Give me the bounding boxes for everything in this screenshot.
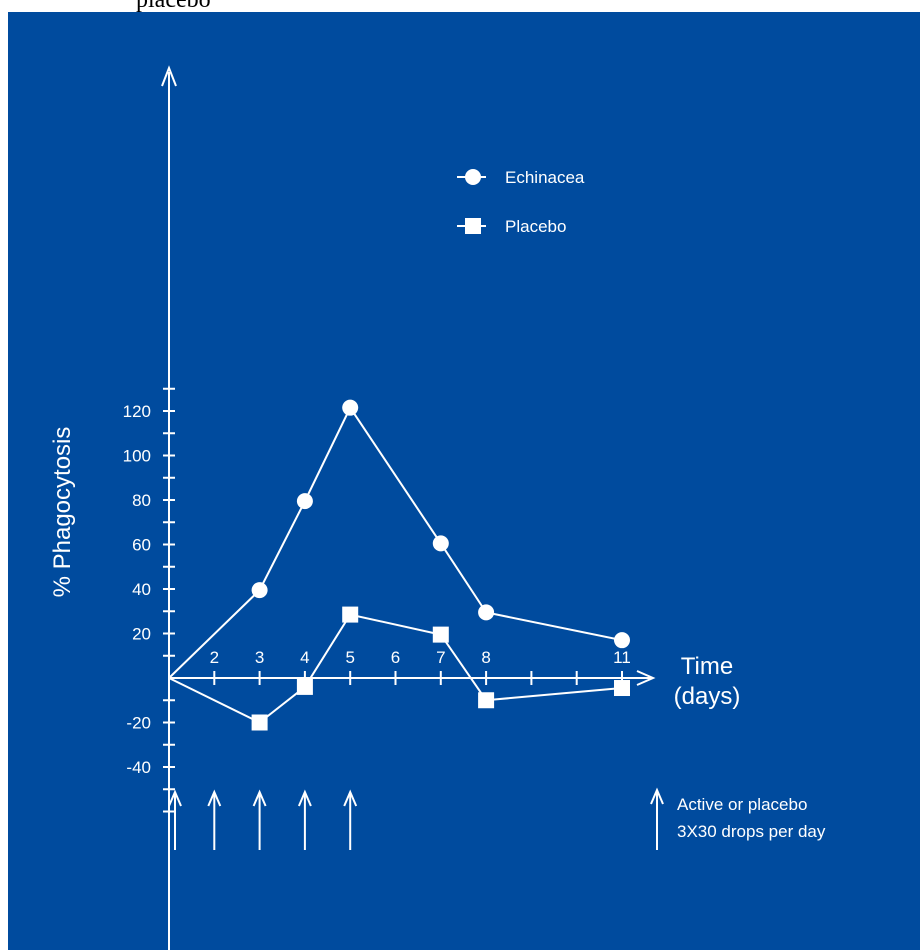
dosing-arrow-icon [168,789,182,850]
dosing-arrow-head [297,789,312,807]
placebo-point [342,606,359,623]
axes: 120 100 80 60 40 20 -20 -40 2 3 4 5 6 7 8 11 [123,65,656,950]
dosing-arrow-icon [343,789,358,850]
x-tick-label: 4 [300,648,309,667]
top-caption: placebo [136,0,211,13]
dosing-note-line2: 3X30 drops per day [677,822,826,841]
y-tick-label: 20 [132,625,151,644]
x-tick-label: 3 [255,648,264,667]
y-tick-label: -40 [126,758,151,777]
legend-label-placebo: Placebo [505,217,566,236]
legend-label-echinacea: Echinacea [505,168,585,187]
y-axis-arrow-icon [161,65,177,87]
legend-item-placebo: Placebo [457,217,566,236]
placebo-point [478,692,495,709]
dosing-arrow-head [252,789,267,807]
echinacea-point [614,632,630,649]
placebo-point [296,678,313,695]
placebo-point [432,626,449,643]
legend-item-echinacea: Echinacea [457,168,585,187]
x-axis-title-line2: (days) [674,683,741,710]
y-tick-label: 120 [123,402,151,421]
y-tick-label: 100 [123,447,151,466]
y-tick-label: 80 [132,491,151,510]
y-tick-label: -20 [126,714,151,733]
echinacea-point [478,604,495,621]
echinacea-point [251,582,268,599]
dosing-arrow-head [343,789,358,807]
x-tick-label: 8 [481,648,490,667]
dosing-arrow-head [207,789,222,807]
x-tick-label: 2 [210,648,219,667]
series-line-echinacea [168,405,623,679]
x-axis-arrow-icon [636,670,656,686]
echinacea-point [296,493,313,510]
x-tick-label: 7 [436,648,445,667]
dosing-note-line1: Active or placebo [677,795,807,814]
chart-panel: 120 100 80 60 40 20 -20 -40 2 3 4 5 6 7 8 11 % Phagocyt… [8,12,920,950]
dosing-arrow-icon [252,789,267,850]
phagocytosis-chart: 120 100 80 60 40 20 -20 -40 2 3 4 5 6 7 8 11 % Phagocyt… [49,65,826,950]
dosing-note: Active or placebo 3X30 drops per day [650,787,826,850]
legend-marker-circle [465,169,481,185]
chart-marks [168,399,630,850]
note-arrow-icon [650,787,664,850]
echinacea-point [432,535,449,552]
dosing-arrow-head [168,789,182,807]
y-tick-label: 40 [132,580,151,599]
x-axis-title-line1: Time [681,653,733,680]
x-tick-label: 5 [345,648,354,667]
dosing-arrow-icon [207,789,222,850]
dosing-arrow-icon [297,789,312,850]
echinacea-point [342,399,359,416]
x-tick-label: 6 [391,648,400,667]
y-tick-label: 60 [132,536,151,555]
legend: Echinacea Placebo [457,168,585,236]
series-line-placebo [168,613,623,724]
y-axis-title: % Phagocytosis [49,427,76,598]
x-tick-label: 11 [613,648,631,667]
placebo-point [614,680,630,697]
legend-marker-square [465,218,481,234]
placebo-point [251,714,268,731]
